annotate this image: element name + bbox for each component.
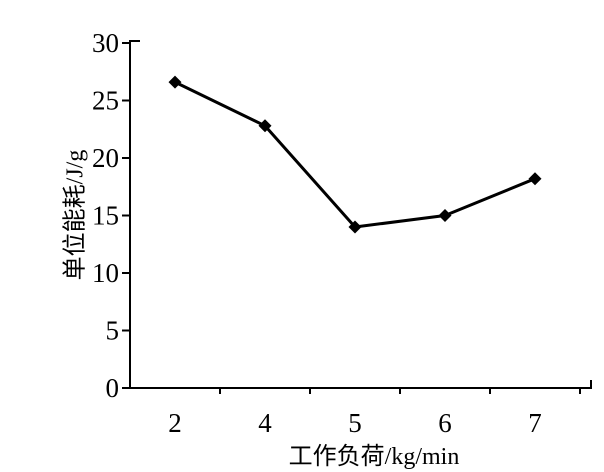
- y-axis-label: 单位能耗/J/g: [62, 149, 89, 281]
- y-tick-label: 10: [92, 258, 119, 288]
- x-axis-label: 工作负荷/kg/min: [288, 444, 460, 470]
- data-point-marker: [258, 119, 272, 133]
- x-tick-label: 4: [258, 408, 272, 438]
- x-tick-label: 7: [528, 408, 542, 438]
- y-tick-label: 5: [106, 316, 120, 346]
- data-point-marker: [348, 220, 362, 234]
- data-point-marker: [438, 209, 452, 222]
- y-tick-label: 15: [92, 201, 119, 231]
- data-point-marker: [168, 75, 182, 89]
- y-tick-label: 20: [92, 143, 119, 173]
- y-tick-label: 25: [92, 86, 119, 116]
- y-tick-label: 0: [106, 373, 120, 403]
- data-point-marker: [528, 172, 542, 186]
- x-tick-label: 5: [348, 408, 362, 438]
- x-tick-label: 6: [438, 408, 452, 438]
- y-tick-label: 30: [92, 28, 119, 58]
- x-tick-label: 2: [168, 408, 182, 438]
- data-series-line: [173, 80, 537, 229]
